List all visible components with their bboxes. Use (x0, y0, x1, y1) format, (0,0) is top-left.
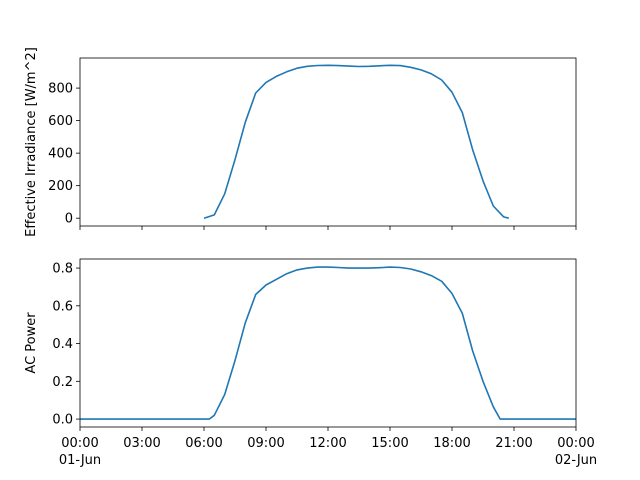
x-tick-label: 15:00 (371, 436, 408, 451)
y-axis-label: AC Power (24, 312, 39, 374)
series-line (80, 266, 576, 420)
x-tick-label: 18:00 (433, 436, 470, 451)
ac-power-axes: 0.0 0.2 0.4 0.6 0.8 00:00 01-Jun 03:00 06:00 09:0… (24, 258, 597, 468)
x-tick-label: 00:00 (61, 436, 98, 451)
x-tick-label: 02-Jun (555, 453, 597, 468)
y-tick-label: 200 (48, 179, 73, 194)
x-tick-label: 21:00 (495, 436, 532, 451)
x-tick-label: 09:00 (247, 436, 284, 451)
y-tick-label: 0.8 (52, 262, 73, 277)
x-tick-label: 12:00 (309, 436, 346, 451)
y-tick-label: 0 (65, 212, 73, 227)
x-tick-label: 06:00 (185, 436, 222, 451)
y-tick-label: 800 (48, 82, 73, 97)
series-line (203, 64, 509, 219)
x-tick-label: 01-Jun (59, 453, 101, 468)
y-tick-label: 600 (48, 114, 73, 129)
y-tick-label: 400 (48, 147, 73, 162)
y-tick-label: 0.4 (52, 337, 73, 352)
y-tick-label: 0.0 (52, 413, 73, 428)
x-tick-label: 03:00 (123, 436, 160, 451)
y-tick-label: 0.6 (52, 299, 73, 314)
x-tick-label: 00:00 (557, 436, 594, 451)
y-tick-label: 0.2 (52, 375, 73, 390)
y-axis-label: Effective Irradiance [W/m^2] (24, 47, 39, 237)
irradiance-axes: 0 200 400 600 800 Effective Irradiance [W/m^2… (24, 47, 577, 237)
